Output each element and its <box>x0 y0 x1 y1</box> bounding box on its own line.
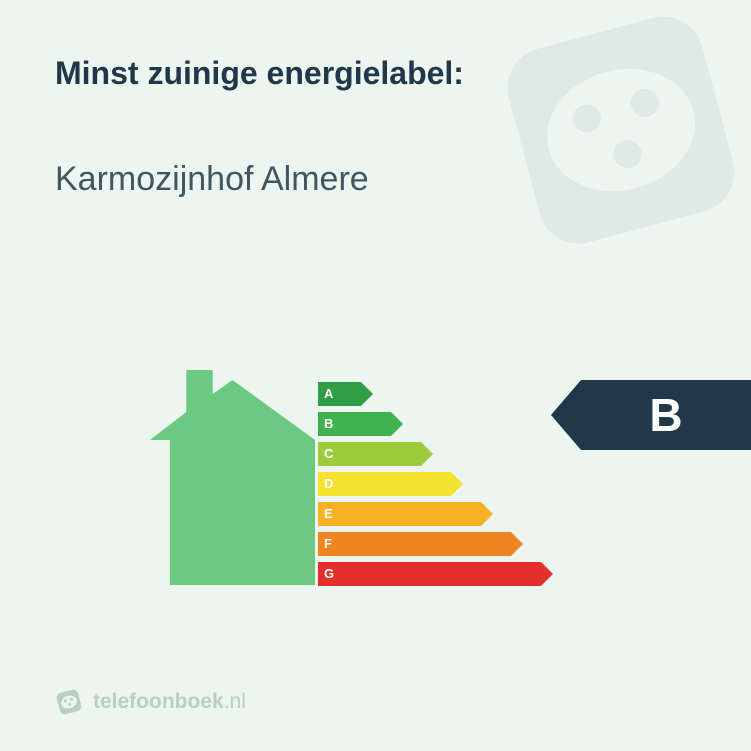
bar-letter: D <box>324 472 333 496</box>
footer-brand: telefoonboek.nl <box>55 688 246 716</box>
bar-arrow-shape <box>318 532 523 556</box>
badge-letter: B <box>581 380 751 450</box>
energy-chart: ABCDEFG <box>150 370 610 610</box>
bar-arrow-shape <box>318 442 433 466</box>
footer-brand-bold: telefoonboek <box>93 690 224 713</box>
bar-arrow-shape <box>318 562 553 586</box>
bar-letter: G <box>324 562 334 586</box>
selected-rating-badge: B <box>551 380 751 450</box>
bar-arrow-shape <box>318 502 493 526</box>
bar-letter: A <box>324 382 333 406</box>
watermark-icon <box>451 0 751 300</box>
house-icon <box>150 370 315 585</box>
location-subtitle: Karmozijnhof Almere <box>55 160 369 199</box>
footer-brand-thin: .nl <box>224 690 246 713</box>
page-title: Minst zuinige energielabel: <box>55 55 464 92</box>
phonebook-icon <box>55 688 83 716</box>
footer-text: telefoonboek.nl <box>93 690 246 714</box>
bar-arrow-shape <box>318 472 463 496</box>
bar-letter: E <box>324 502 333 526</box>
bar-letter: B <box>324 412 333 436</box>
bar-letter: F <box>324 532 332 556</box>
energy-label-card: Minst zuinige energielabel: Karmozijnhof… <box>0 0 751 751</box>
bar-letter: C <box>324 442 333 466</box>
